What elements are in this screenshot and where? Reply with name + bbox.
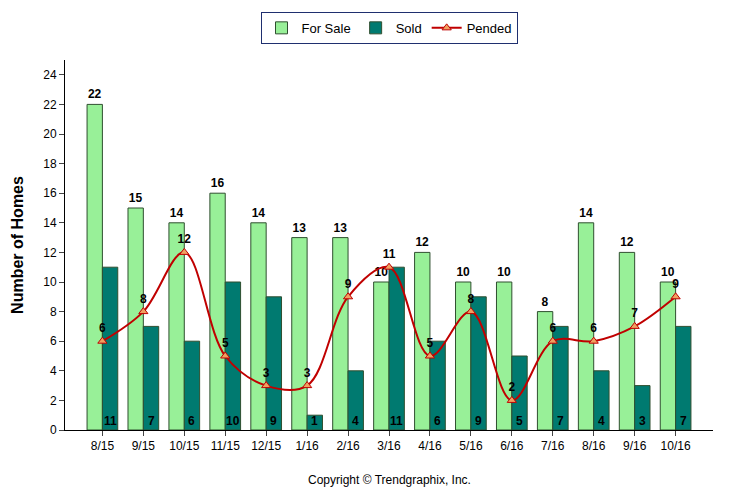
svg-text:8: 8 xyxy=(542,295,549,309)
svg-text:6: 6 xyxy=(50,334,57,348)
svg-text:11: 11 xyxy=(104,414,117,428)
svg-text:6: 6 xyxy=(549,321,556,335)
svg-text:4/16: 4/16 xyxy=(418,439,442,453)
svg-text:5/16: 5/16 xyxy=(459,439,483,453)
svg-text:9/16: 9/16 xyxy=(623,439,647,453)
svg-text:3: 3 xyxy=(304,366,311,380)
svg-text:8: 8 xyxy=(50,305,57,319)
svg-text:11: 11 xyxy=(390,414,403,428)
svg-text:6/16: 6/16 xyxy=(500,439,524,453)
svg-text:8: 8 xyxy=(468,292,475,306)
svg-text:9: 9 xyxy=(345,277,352,291)
svg-text:6: 6 xyxy=(188,414,195,428)
svg-text:12/15: 12/15 xyxy=(251,439,281,453)
svg-text:6: 6 xyxy=(99,321,106,335)
svg-text:10/15: 10/15 xyxy=(169,439,199,453)
svg-text:2/16: 2/16 xyxy=(336,439,360,453)
svg-text:0: 0 xyxy=(50,423,57,437)
svg-text:7: 7 xyxy=(631,306,638,320)
svg-text:8: 8 xyxy=(140,292,147,306)
svg-text:10: 10 xyxy=(456,265,470,279)
svg-text:4: 4 xyxy=(50,364,57,378)
svg-text:10: 10 xyxy=(43,275,57,289)
svg-text:7/16: 7/16 xyxy=(541,439,565,453)
svg-text:18: 18 xyxy=(43,157,57,171)
svg-text:5: 5 xyxy=(222,336,229,350)
svg-text:10: 10 xyxy=(497,265,511,279)
svg-text:7: 7 xyxy=(680,414,687,428)
svg-text:3/16: 3/16 xyxy=(377,439,401,453)
svg-text:2: 2 xyxy=(508,380,515,394)
svg-text:14: 14 xyxy=(43,216,57,230)
svg-text:11/15: 11/15 xyxy=(211,439,240,453)
svg-text:16: 16 xyxy=(211,176,225,190)
svg-text:10: 10 xyxy=(661,265,675,279)
svg-text:14: 14 xyxy=(170,206,184,220)
svg-text:14: 14 xyxy=(252,206,266,220)
svg-text:16: 16 xyxy=(43,186,57,200)
svg-text:2: 2 xyxy=(50,394,57,408)
svg-text:11: 11 xyxy=(383,247,396,261)
svg-text:1/16: 1/16 xyxy=(295,439,319,453)
svg-text:8/16: 8/16 xyxy=(582,439,606,453)
svg-text:9: 9 xyxy=(475,414,482,428)
svg-text:Copyright © Trendgraphix, Inc.: Copyright © Trendgraphix, Inc. xyxy=(308,473,471,487)
svg-text:Sold: Sold xyxy=(396,21,422,36)
svg-text:5: 5 xyxy=(516,414,523,428)
svg-text:12: 12 xyxy=(415,235,429,249)
svg-text:6: 6 xyxy=(590,321,597,335)
svg-text:10/16: 10/16 xyxy=(661,439,691,453)
svg-text:22: 22 xyxy=(43,98,57,112)
svg-text:1: 1 xyxy=(311,414,318,428)
svg-text:Pended: Pended xyxy=(467,21,512,36)
svg-text:10: 10 xyxy=(226,414,240,428)
svg-text:For Sale: For Sale xyxy=(302,21,351,36)
svg-text:4: 4 xyxy=(352,414,359,428)
svg-text:6: 6 xyxy=(434,414,441,428)
svg-text:20: 20 xyxy=(43,127,57,141)
svg-text:3: 3 xyxy=(639,414,646,428)
svg-text:7: 7 xyxy=(148,414,155,428)
svg-text:9: 9 xyxy=(672,277,679,291)
svg-text:12: 12 xyxy=(178,232,192,246)
svg-text:4: 4 xyxy=(598,414,605,428)
svg-text:12: 12 xyxy=(43,246,57,260)
svg-text:13: 13 xyxy=(334,221,348,235)
svg-text:24: 24 xyxy=(43,68,57,82)
svg-text:7: 7 xyxy=(557,414,564,428)
svg-text:12: 12 xyxy=(620,235,634,249)
svg-text:10: 10 xyxy=(374,265,388,279)
svg-text:22: 22 xyxy=(88,87,102,101)
svg-text:13: 13 xyxy=(293,221,307,235)
svg-text:14: 14 xyxy=(579,206,593,220)
svg-text:9/15: 9/15 xyxy=(132,439,156,453)
svg-text:9: 9 xyxy=(270,414,277,428)
svg-text:Number of Homes: Number of Homes xyxy=(9,176,26,314)
svg-text:8/15: 8/15 xyxy=(91,439,115,453)
svg-text:15: 15 xyxy=(129,191,143,205)
svg-text:3: 3 xyxy=(263,366,270,380)
svg-text:5: 5 xyxy=(427,336,434,350)
